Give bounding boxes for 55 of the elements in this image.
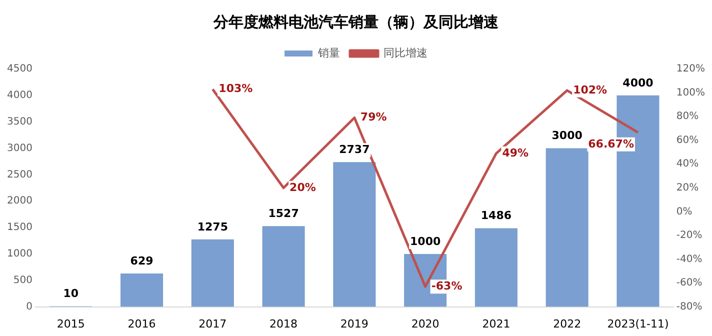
bar: [333, 162, 376, 307]
x-tick-label: 2017: [198, 317, 227, 330]
y-tick-label: 0: [26, 301, 32, 312]
y-tick-label: 3500: [6, 116, 32, 128]
y2-tick-label: 120%: [676, 64, 706, 75]
data-label: -63%: [431, 279, 462, 292]
data-label: 1275: [197, 220, 228, 234]
x-tick-label: 2020: [411, 317, 440, 330]
x-tick-label: 2023(1-11): [607, 317, 669, 330]
bar: [546, 148, 588, 307]
y-tick-label: 1500: [6, 222, 32, 234]
data-label: 1527: [268, 206, 299, 220]
data-label: 49%: [502, 146, 529, 160]
bar: [262, 226, 305, 307]
bar: [474, 228, 518, 307]
data-label: 1000: [410, 234, 441, 248]
y-tick-label: 4500: [6, 64, 32, 75]
y2-tick-label: 0%: [676, 206, 692, 218]
chart-title: 分年度燃料电池汽车销量（辆）及同比增速: [212, 12, 500, 31]
data-label: 66.67%: [588, 137, 634, 150]
y-tick-label: 2000: [6, 196, 32, 207]
data-label: 2737: [339, 143, 370, 156]
data-label: 629: [130, 254, 154, 268]
bar: [191, 239, 234, 307]
data-label: 4000: [622, 76, 654, 90]
data-label: 103%: [218, 82, 253, 96]
data-label: 20%: [290, 180, 316, 194]
x-tick-label: 2018: [270, 317, 298, 330]
x-tick-label: 2019: [340, 317, 368, 330]
y2-tick-label: 100%: [676, 87, 706, 98]
x-tick-label: 2016: [128, 317, 156, 330]
y-tick-label: 3000: [6, 142, 32, 154]
data-label: 1486: [480, 209, 512, 222]
y2-tick-label: -40%: [676, 254, 702, 265]
y-tick-label: 1000: [6, 248, 32, 260]
x-tick-label: 2022: [553, 317, 582, 330]
data-label: 3000: [552, 129, 583, 142]
bar: [120, 274, 164, 307]
y2-tick-label: 40%: [676, 158, 699, 170]
legend-label: 同比增速: [384, 46, 428, 60]
y2-tick-label: 80%: [676, 111, 699, 122]
y-tick-label: 4000: [6, 90, 32, 102]
x-tick-label: 2021: [482, 317, 510, 330]
data-label: 79%: [360, 110, 387, 124]
y2-tick-label: 60%: [676, 134, 699, 146]
y2-tick-label: -20%: [676, 230, 702, 242]
data-label: 10: [63, 287, 79, 300]
y2-tick-label: 20%: [676, 182, 699, 194]
y-tick-label: 500: [13, 274, 32, 286]
x-tick-label: 2015: [56, 317, 85, 330]
y2-tick-label: -80%: [676, 301, 702, 312]
y2-tick-label: -60%: [676, 278, 702, 289]
data-label: 102%: [573, 83, 608, 96]
y-tick-label: 2500: [6, 169, 32, 180]
legend-label: 销量: [317, 46, 340, 60]
